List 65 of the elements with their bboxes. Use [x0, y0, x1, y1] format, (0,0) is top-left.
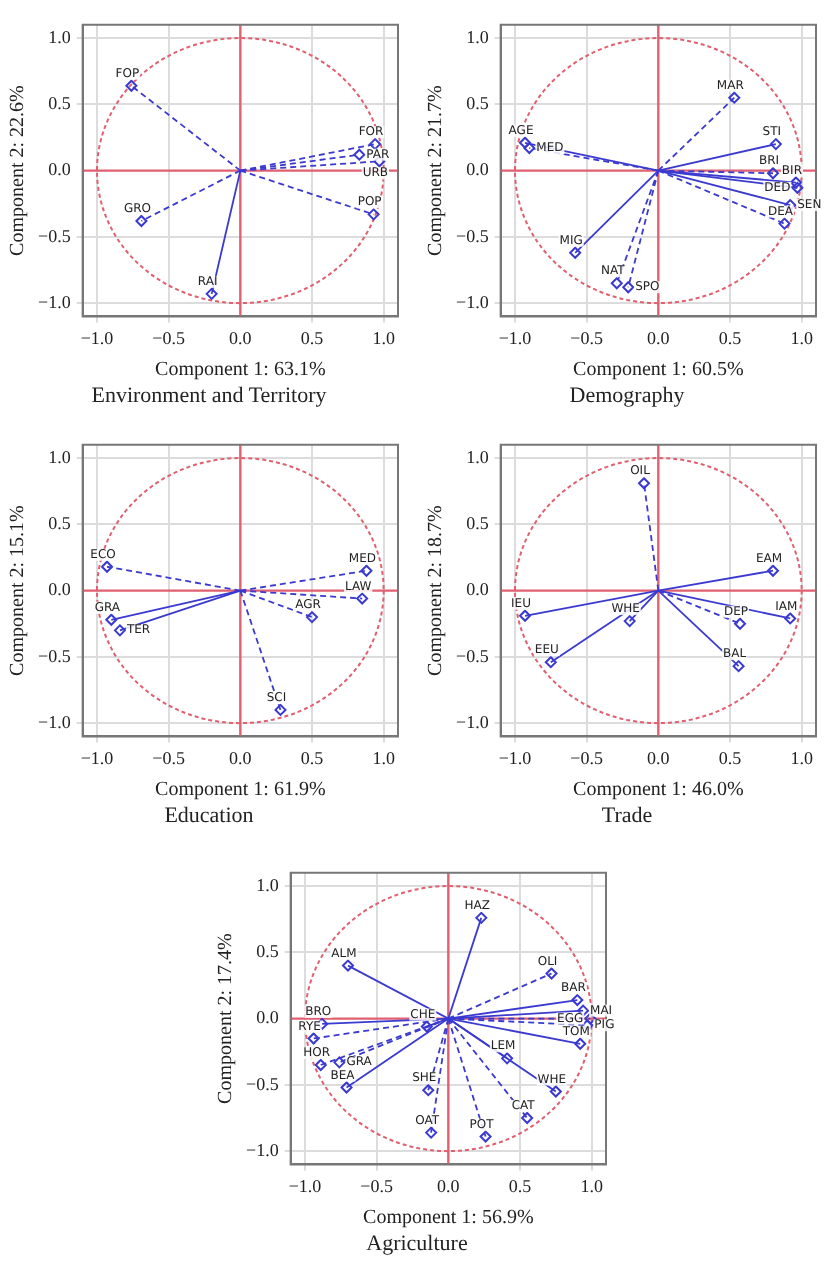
y-tick-label: −0.5 [456, 645, 490, 666]
x-tick-label: 1.0 [372, 747, 396, 768]
x-axis-title: Component 1: 63.1% [155, 359, 326, 382]
x-tick-label: −1.0 [498, 747, 533, 768]
y-tick-label: −0.5 [38, 645, 72, 666]
y-tick-label: 0.0 [466, 159, 490, 180]
y-tick-label: 0.5 [256, 941, 280, 962]
x-tick-label: −1.0 [80, 747, 115, 768]
x-tick-label: −0.5 [570, 327, 604, 348]
text: Education [162, 804, 256, 830]
x-tick-label: −0.5 [570, 747, 604, 768]
y-tick-label: 0.5 [48, 93, 72, 114]
y-tick-label: 1.0 [48, 26, 72, 47]
y-tick-label: 0.0 [256, 1007, 280, 1028]
x-axis-title: Component 1: 61.9% [155, 779, 326, 802]
text: Agriculture [364, 1232, 470, 1258]
x-axis-title: Component 1: 60.5% [573, 359, 744, 382]
x-tick-label: 0.5 [300, 747, 325, 768]
x-tick-label: 0.5 [508, 1175, 533, 1196]
text: Environment and Territory [89, 384, 329, 410]
x-axis-title: Component 1: 56.9% [363, 1207, 534, 1230]
x-tick-label: 0.0 [647, 327, 671, 348]
x-tick-label: 1.0 [372, 327, 396, 348]
x-tick-label: −0.5 [152, 747, 186, 768]
y-tick-label: 0.0 [48, 159, 72, 180]
y-tick-label: −1.0 [38, 291, 72, 312]
y-tick-label: 1.0 [466, 26, 490, 47]
y-tick-label: −1.0 [38, 711, 72, 732]
y-axis-title: Component 2: 17.4% [215, 933, 238, 1104]
x-tick-label: 0.5 [718, 747, 743, 768]
y-tick-label: −0.5 [246, 1073, 280, 1094]
y-tick-label: 0.5 [466, 513, 490, 534]
x-tick-label: 0.5 [300, 327, 325, 348]
x-tick-label: 1.0 [580, 1175, 604, 1196]
x-axis-title: Component 1: 46.0% [573, 779, 744, 802]
x-tick-label: −1.0 [498, 327, 533, 348]
y-tick-label: 0.0 [466, 579, 490, 600]
x-tick-label: 1.0 [790, 747, 814, 768]
y-axis-title: Component 2: 21.7% [425, 85, 448, 256]
y-axis-title: Component 2: 18.7% [425, 505, 448, 676]
y-tick-label: 0.0 [48, 579, 72, 600]
y-tick-label: −0.5 [456, 225, 490, 246]
y-tick-label: 1.0 [48, 446, 72, 467]
text: Trade [599, 804, 655, 830]
y-axis-title: Component 2: 15.1% [7, 505, 30, 676]
y-tick-label: −0.5 [38, 225, 72, 246]
x-tick-label: 0.0 [229, 327, 253, 348]
x-tick-label: −0.5 [360, 1175, 394, 1196]
x-tick-label: 0.0 [437, 1175, 461, 1196]
x-tick-label: −0.5 [152, 327, 186, 348]
y-tick-label: −1.0 [456, 711, 490, 732]
text: Demography [567, 384, 687, 410]
y-tick-label: −1.0 [246, 1139, 280, 1160]
y-tick-label: −1.0 [456, 291, 490, 312]
x-tick-label: 0.0 [229, 747, 253, 768]
x-tick-label: 1.0 [790, 327, 814, 348]
x-tick-label: 0.5 [718, 327, 743, 348]
x-tick-label: −1.0 [288, 1175, 323, 1196]
y-tick-label: 0.5 [466, 93, 490, 114]
y-axis-title: Component 2: 22.6% [7, 85, 30, 256]
x-tick-label: 0.0 [647, 747, 671, 768]
y-tick-label: 1.0 [466, 446, 490, 467]
y-tick-label: 1.0 [256, 874, 280, 895]
x-tick-label: −1.0 [80, 327, 115, 348]
y-tick-label: 0.5 [48, 513, 72, 534]
